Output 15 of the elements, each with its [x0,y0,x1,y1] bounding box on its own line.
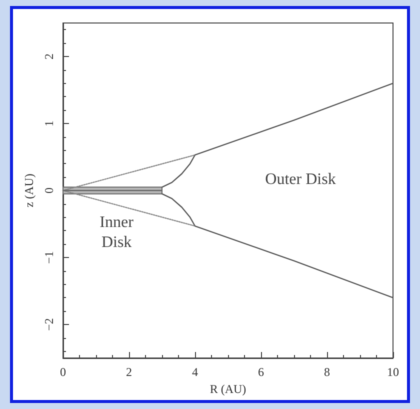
x-tick-label: 10 [387,365,399,379]
x-tick-label: 0 [60,365,66,379]
x-tick-label: 8 [324,365,330,379]
annotation: Inner Disk [100,214,134,251]
y-axis-title: z (AU) [22,174,36,208]
y-tick-label: 1 [42,120,56,126]
y-tick-label: −1 [42,251,56,264]
x-tick-label: 2 [126,365,132,379]
annotation: Outer Disk [265,170,336,188]
x-tick-label: 6 [258,365,264,379]
y-tick-label: −2 [42,318,56,331]
y-tick-label: 2 [42,54,56,60]
x-tick-label: 4 [192,365,198,379]
y-tick-label: 0 [42,188,56,194]
x-axis-title: R (AU) [210,382,246,396]
